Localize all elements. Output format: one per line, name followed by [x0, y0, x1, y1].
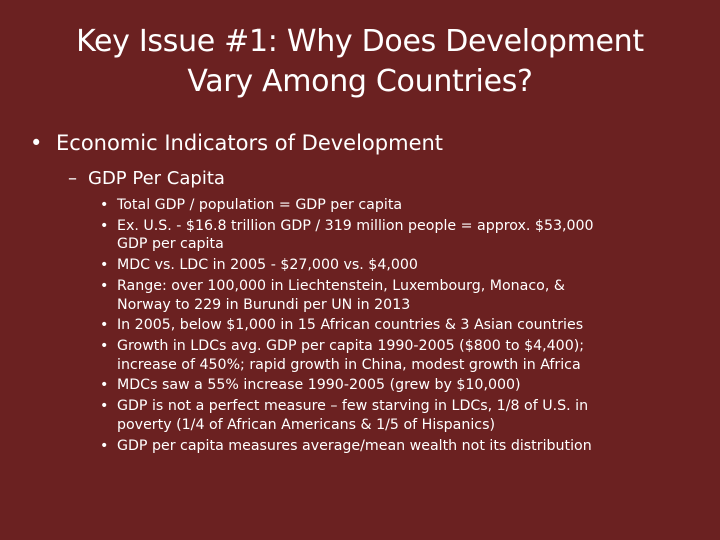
- bullet-level2-text: GDP Per Capita: [88, 168, 225, 189]
- list-item-text: increase of 450%; rapid growth in China,…: [117, 356, 581, 373]
- list-item-text: MDC vs. LDC in 2005 - $27,000 vs. $4,000: [117, 257, 418, 274]
- list-item: • MDC vs. LDC in 2005 - $27,000 vs. $4,00…: [100, 256, 710, 275]
- list-item: • GDP is not a perfect measure – few star…: [100, 397, 710, 434]
- slide-title-line: Key Issue #1: Why Does Development: [76, 24, 644, 59]
- bullet-level2: – GDP Per Capita: [68, 166, 225, 192]
- list-item: • In 2005, below $1,000 in 15 African cou…: [100, 316, 710, 335]
- slide-title: Key Issue #1: Why Does Development Vary …: [30, 22, 690, 102]
- bullet-dash-icon: –: [68, 168, 77, 189]
- list-item: • Ex. U.S. - $16.8 trillion GDP / 319 mil…: [100, 217, 710, 254]
- list-item-text: GDP is not a perfect measure – few starv…: [117, 398, 589, 415]
- list-item-text: MDCs saw a 55% increase 1990-2005 (grew …: [117, 377, 521, 394]
- bullet-dot-icon: •: [30, 131, 43, 155]
- list-item-text: In 2005, below $1,000 in 15 African coun…: [117, 317, 584, 334]
- slide-title-line: Vary Among Countries?: [187, 64, 533, 99]
- bullet-dot-icon: •: [100, 197, 109, 213]
- list-item: • Total GDP / population = GDP per capita: [100, 196, 710, 215]
- list-item: • GDP per capita measures average/mean we…: [100, 437, 710, 456]
- list-item-text: GDP per capita measures average/mean wea…: [117, 437, 592, 454]
- list-item-text: Total GDP / population = GDP per capita: [117, 197, 403, 213]
- list-item-text: Ex. U.S. - $16.8 trillion GDP / 319 mill…: [117, 217, 594, 234]
- bullet-dot-icon: •: [100, 317, 109, 334]
- bullet-dot-icon: •: [100, 257, 109, 274]
- list-item-text: Norway to 229 in Burundi per UN in 2013: [117, 296, 411, 313]
- bullet-dot-icon: •: [100, 377, 109, 394]
- bullet-level1-text: Economic Indicators of Development: [56, 131, 444, 155]
- bullet-dot-icon: •: [100, 437, 109, 454]
- list-item-text: Range: over 100,000 in Liechtenstein, Lu…: [117, 277, 565, 294]
- bullet-level3-list: • Total GDP / population = GDP per capita…: [100, 196, 710, 457]
- list-item-text: Growth in LDCs avg. GDP per capita 1990-…: [117, 338, 585, 355]
- bullet-dot-icon: •: [100, 338, 109, 355]
- bullet-dot-icon: •: [100, 277, 109, 294]
- list-item-text: GDP per capita: [117, 236, 224, 253]
- bullet-level1: • Economic Indicators of Development: [30, 129, 443, 157]
- list-item: • Range: over 100,000 in Liechtenstein, L…: [100, 277, 710, 314]
- bullet-dot-icon: •: [100, 217, 109, 234]
- list-item: • MDCs saw a 55% increase 1990-2005 (grew…: [100, 376, 710, 395]
- list-item-text: poverty (1/4 of African Americans & 1/5 …: [117, 416, 496, 433]
- bullet-dot-icon: •: [100, 398, 109, 415]
- list-item: • Growth in LDCs avg. GDP per capita 1990…: [100, 337, 710, 374]
